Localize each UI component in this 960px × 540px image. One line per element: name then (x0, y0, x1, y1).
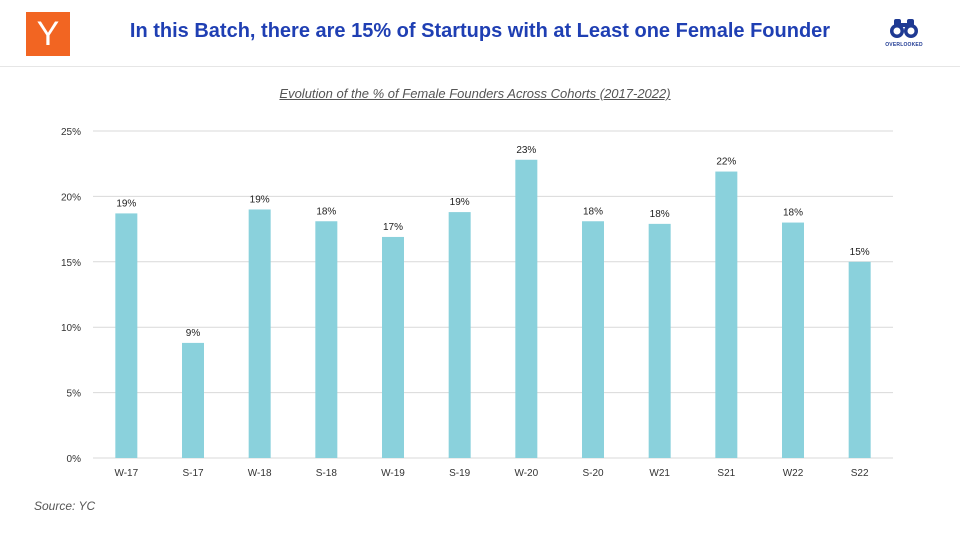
y-tick-label: 20% (61, 192, 81, 203)
y-tick-label: 15% (61, 258, 81, 269)
x-tick-label: S-19 (449, 468, 471, 479)
data-label: 15% (850, 247, 870, 258)
bar (715, 171, 738, 458)
bars (115, 159, 871, 458)
y-tick-label: 10% (61, 323, 81, 334)
data-label: 23% (516, 145, 536, 156)
binoculars-icon (890, 19, 918, 38)
yc-logo: Y (26, 12, 70, 56)
bar (648, 223, 671, 458)
bar (182, 342, 204, 458)
data-label: 22% (716, 157, 736, 168)
gridlines (93, 130, 893, 459)
x-tick-label: W-17 (114, 468, 138, 479)
data-label: 18% (583, 206, 603, 217)
data-label: 19% (250, 194, 270, 205)
bar (515, 159, 538, 458)
data-labels: 19% 9% 19% 18% 17% 19% 23% 18% 18% 22% 18% 15% (116, 145, 869, 339)
x-tick-label: W21 (649, 468, 670, 479)
bar (115, 213, 138, 458)
data-label: 18% (650, 209, 670, 220)
chart-title: Evolution of the % of Female Founders Ac… (279, 86, 671, 101)
data-label: 19% (450, 197, 470, 208)
data-label: 19% (116, 198, 136, 209)
x-axis-ticks: W-17 S-17 W-18 S-18 W-19 S-19 W-20 S-20 W21 S21 W2… (114, 468, 869, 479)
bar (315, 221, 338, 458)
bar (448, 212, 471, 458)
x-tick-label: S-20 (582, 468, 604, 479)
x-tick-label: W-20 (514, 468, 538, 479)
x-tick-label: S-18 (316, 468, 338, 479)
data-label: 9% (186, 328, 201, 339)
data-label: 18% (316, 206, 336, 217)
bar (582, 221, 604, 458)
bar (248, 209, 271, 458)
x-tick-label: S-17 (182, 468, 204, 479)
x-tick-label: S22 (851, 468, 869, 479)
bar (382, 236, 404, 458)
overlooked-logo: OVERLOOKED (876, 16, 932, 56)
source-note: Source: YC (34, 499, 96, 513)
y-tick-label: 5% (67, 389, 82, 400)
y-axis-ticks: 0% 5% 10% 15% 20% 25% (61, 127, 81, 465)
brand-name: OVERLOOKED (885, 42, 923, 48)
bar (848, 261, 871, 458)
x-tick-label: W-19 (381, 468, 405, 479)
data-label: 17% (383, 222, 403, 233)
header-divider (0, 66, 960, 67)
data-label: 18% (783, 208, 803, 219)
x-tick-label: W22 (783, 468, 804, 479)
x-tick-label: W-18 (248, 468, 272, 479)
header: Y In this Batch, there are 15% of Startu… (0, 0, 960, 68)
y-tick-label: 25% (61, 127, 81, 138)
y-tick-label: 0% (67, 454, 82, 465)
x-tick-label: S21 (717, 468, 735, 479)
page-title: In this Batch, there are 15% of Startups… (129, 20, 831, 42)
bar (782, 222, 804, 458)
